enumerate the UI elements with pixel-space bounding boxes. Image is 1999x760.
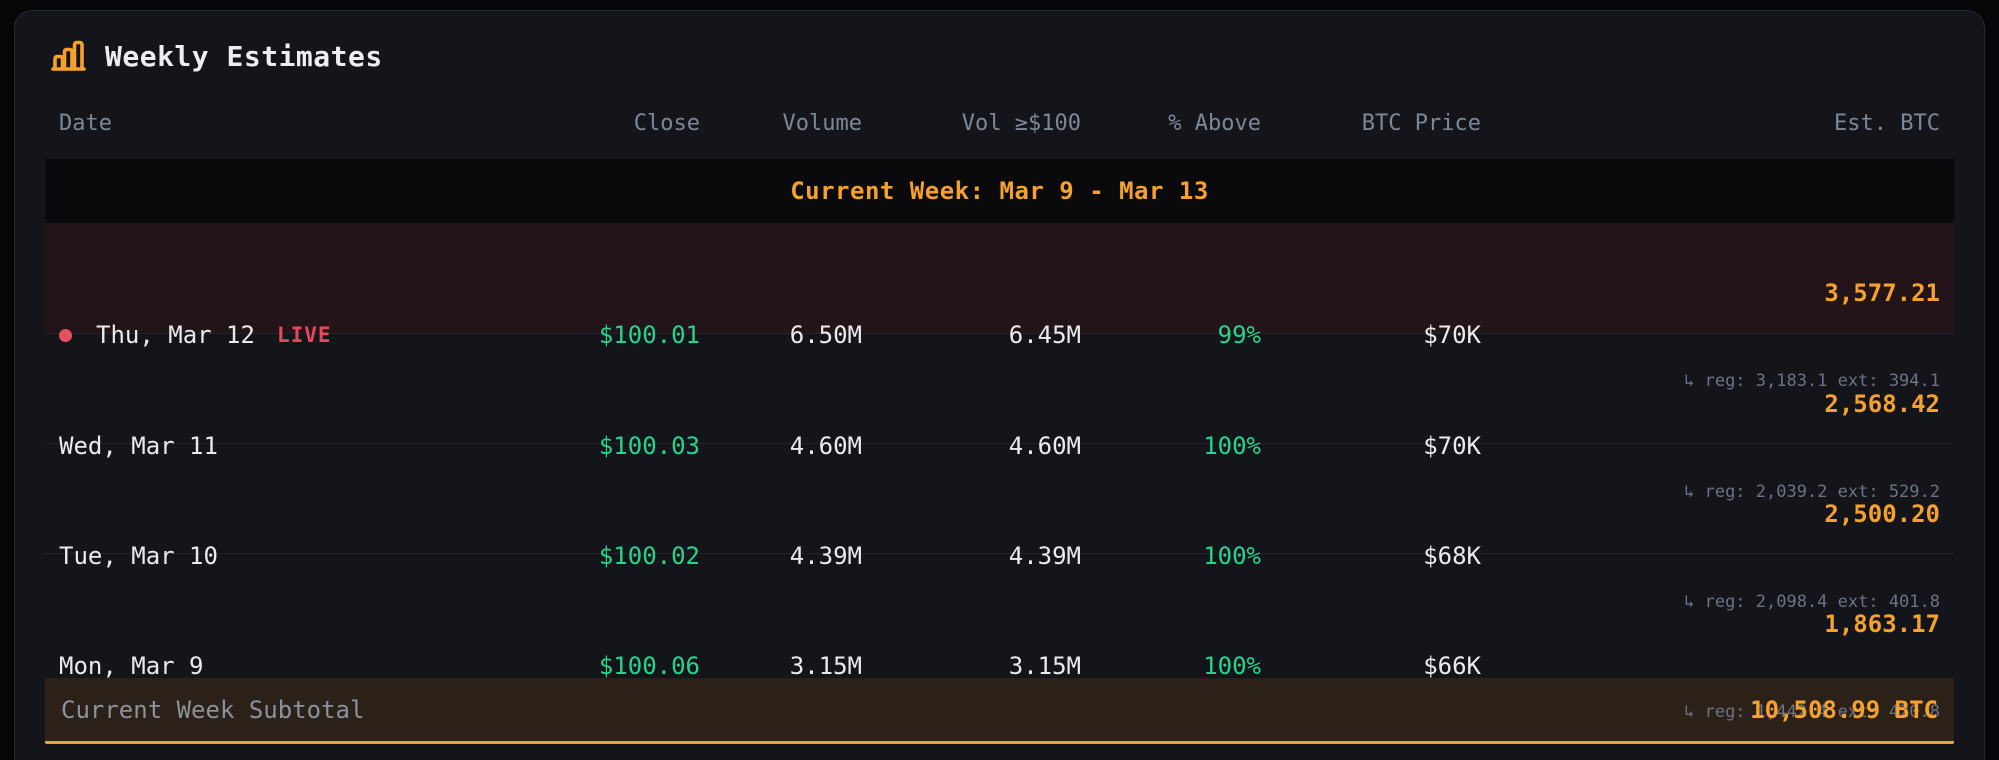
date-cell: Tue, Mar 10 (59, 542, 499, 570)
est-btc-cell: 2,500.20 ↳ reg: 2,098.4 ext: 401.8 (1481, 444, 1940, 668)
date-label: Thu, Mar 12 (96, 321, 255, 349)
est-btc-breakdown: ↳ reg: 1,442.4 ext: 420.8 (1684, 702, 1940, 722)
date-cell: Mon, Mar 9 (59, 652, 499, 680)
date-cell: Thu, Mar 12 LIVE (59, 321, 499, 349)
date-label: Mon, Mar 9 (59, 652, 204, 680)
live-badge: LIVE (276, 323, 332, 347)
est-btc-breakdown: ↳ reg: 2,098.4 ext: 401.8 (1684, 592, 1940, 612)
close-cell: $100.06 (598, 652, 700, 680)
pct-above-cell: 100% (1203, 542, 1261, 570)
col-header-est-btc: Est. BTC (1834, 110, 1940, 136)
table-row[interactable]: Tue, Mar 10 $100.02 4.39M 4.39M 100% $68… (45, 443, 1954, 612)
subtotal-row: Current Week Subtotal 10,508.99 BTC (45, 678, 1954, 744)
table-row[interactable]: Thu, Mar 12 LIVE $100.01 6.50M 6.45M 99%… (45, 223, 1954, 391)
table-row[interactable]: Mon, Mar 9 $100.06 3.15M 3.15M 100% $66K… (45, 553, 1954, 722)
est-btc-value: 1,863.17 (1824, 610, 1940, 638)
pct-above-cell: 99% (1217, 321, 1261, 349)
col-header-close: Close (633, 110, 700, 136)
col-header-pct-above: % Above (1168, 110, 1261, 136)
btc-price-cell: $68K (1423, 542, 1481, 570)
weekly-estimates-panel: Weekly Estimates Date Close Volume Vol ≥… (14, 10, 1985, 760)
est-btc-cell: 3,577.21 ↳ reg: 3,183.1 ext: 394.1 (1481, 223, 1940, 447)
live-dot-icon (59, 328, 72, 342)
volume-cell: 3.15M (789, 652, 862, 680)
table-row[interactable]: Wed, Mar 11 $100.03 4.60M 4.60M 100% $70… (45, 333, 1954, 502)
vol-above-cell: 4.39M (1008, 542, 1081, 570)
table-header: Date Close Volume Vol ≥$100 % Above BTC … (45, 101, 1954, 145)
subtotal-value: 10,508.99 BTC (1750, 695, 1938, 724)
panel-header: Weekly Estimates (45, 31, 1954, 99)
col-header-btc-price: BTC Price (1361, 110, 1481, 136)
current-week-banner: Current Week: Mar 9 - Mar 13 (45, 159, 1954, 223)
close-cell: $100.02 (598, 542, 700, 570)
close-cell: $100.03 (598, 432, 700, 460)
volume-cell: 4.39M (789, 542, 862, 570)
vol-above-cell: 4.60M (1008, 432, 1081, 460)
est-btc-breakdown: ↳ reg: 2,039.2 ext: 529.2 (1684, 482, 1940, 502)
date-label: Wed, Mar 11 (59, 432, 218, 460)
btc-price-cell: $70K (1423, 432, 1481, 460)
est-btc-value: 3,577.21 (1824, 279, 1940, 307)
btc-price-cell: $66K (1423, 652, 1481, 680)
vol-above-cell: 6.45M (1008, 321, 1081, 349)
pct-above-cell: 100% (1203, 432, 1261, 460)
est-btc-value: 2,568.42 (1824, 390, 1940, 418)
pct-above-cell: 100% (1203, 652, 1261, 680)
col-header-volume: Volume (782, 110, 862, 136)
est-btc-cell: 1,863.17 ↳ reg: 1,442.4 ext: 420.8 (1481, 554, 1940, 760)
col-header-vol-above: Vol ≥$100 (961, 110, 1081, 136)
date-cell: Wed, Mar 11 (59, 432, 499, 460)
est-btc-value: 2,500.20 (1824, 500, 1940, 528)
date-label: Tue, Mar 10 (59, 542, 218, 570)
bar-chart-icon (51, 39, 87, 73)
vol-above-cell: 3.15M (1008, 652, 1081, 680)
panel-title: Weekly Estimates (105, 39, 383, 73)
volume-cell: 6.50M (789, 321, 862, 349)
btc-price-cell: $70K (1423, 321, 1481, 349)
volume-cell: 4.60M (789, 432, 862, 460)
col-header-date: Date (59, 110, 112, 136)
est-btc-breakdown: ↳ reg: 3,183.1 ext: 394.1 (1684, 371, 1940, 391)
subtotal-label: Current Week Subtotal (61, 695, 365, 724)
est-btc-cell: 2,568.42 ↳ reg: 2,039.2 ext: 529.2 (1481, 334, 1940, 558)
close-cell: $100.01 (598, 321, 700, 349)
current-week-banner-text: Current Week: Mar 9 - Mar 13 (790, 177, 1209, 205)
